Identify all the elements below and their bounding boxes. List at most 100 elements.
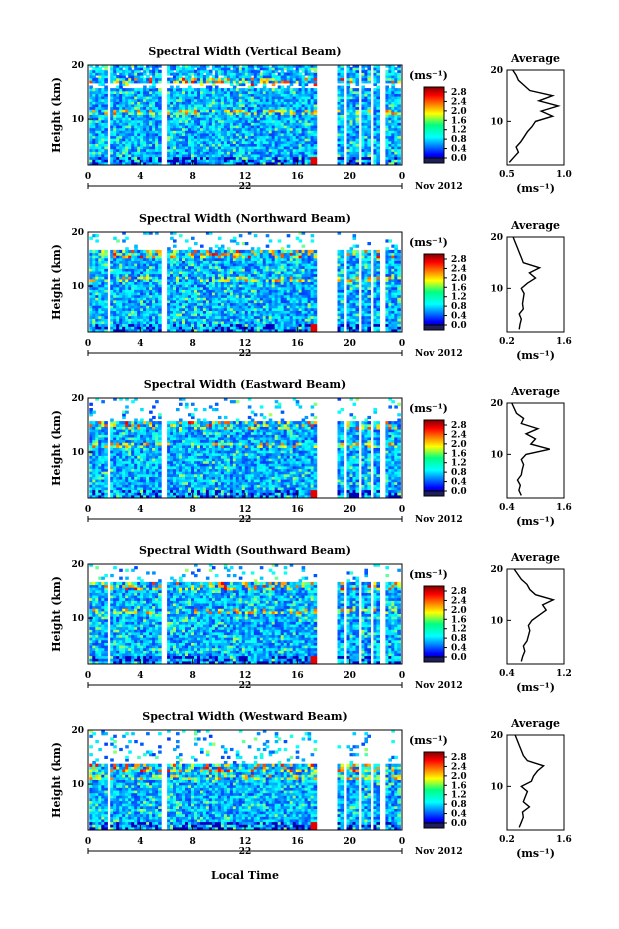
heatmap-cell xyxy=(205,140,210,144)
heatmap-cell xyxy=(250,122,255,126)
heatmap-cell xyxy=(211,125,216,129)
heatmap-cell xyxy=(173,67,177,71)
heatmap-cell xyxy=(200,88,204,92)
heatmap-cell xyxy=(110,132,114,137)
heatmap-cell xyxy=(176,67,180,71)
heatmap-cell xyxy=(131,143,135,147)
heatmap-cell xyxy=(211,156,216,160)
heatmap-cell xyxy=(158,161,162,165)
heatmap-cell xyxy=(200,148,204,152)
heatmap-cell xyxy=(197,103,201,108)
heatmap-cell xyxy=(113,135,117,139)
heatmap-cell xyxy=(185,130,189,134)
heatmap-cell xyxy=(95,98,99,102)
heatmap-cell xyxy=(140,138,144,142)
heatmap-cell xyxy=(128,103,132,108)
heatmap-cell xyxy=(134,69,138,73)
heatmap-cell xyxy=(191,98,195,102)
heatmap-cell xyxy=(247,111,252,115)
heatmap-cell xyxy=(155,77,159,81)
heatmap-cell xyxy=(208,98,213,102)
heatmap-cell xyxy=(191,130,195,134)
heatmap-cell xyxy=(256,103,261,108)
heatmap-cell xyxy=(158,117,162,121)
heatmap-cell xyxy=(194,159,198,163)
heatmap-cell xyxy=(262,119,267,123)
heatmap-cell xyxy=(176,159,180,163)
heatmap-cell xyxy=(92,93,96,97)
heatmap-cell xyxy=(268,88,273,92)
heatmap-cell xyxy=(262,117,267,121)
heatmap-cell xyxy=(244,69,249,73)
heatmap-cell xyxy=(247,67,252,71)
heatmap-cell xyxy=(167,122,171,126)
heatmap-cell xyxy=(95,109,99,113)
heatmap-cell xyxy=(89,111,93,115)
heatmap-cell xyxy=(128,90,132,94)
heatmap-cell xyxy=(113,138,117,142)
heatmap-cell xyxy=(143,88,147,92)
heatmap-cell xyxy=(274,161,279,165)
heatmap-cell xyxy=(119,111,123,115)
heatmap-cell xyxy=(149,135,153,139)
heatmap-cell xyxy=(140,114,144,118)
heatmap-cell xyxy=(286,156,291,160)
heatmap-cell xyxy=(116,125,120,129)
heatmap-cell xyxy=(182,138,186,142)
heatmap-cell xyxy=(277,98,282,102)
heatmap-cell xyxy=(188,69,192,73)
heatmap-cell xyxy=(226,125,231,129)
heatmap-cell xyxy=(191,67,195,71)
heatmap-cell xyxy=(176,140,180,144)
heatmap-cell xyxy=(367,88,371,92)
heatmap-cell xyxy=(146,109,150,113)
heatmap-cell xyxy=(277,135,282,139)
heatmap-cell xyxy=(223,103,228,108)
heatmap-cell xyxy=(188,77,192,81)
heatmap-cell xyxy=(274,64,279,68)
heatmap-cell xyxy=(241,77,246,81)
heatmap-cell xyxy=(170,72,174,76)
heatmap-cell xyxy=(244,151,249,155)
heatmap-cell xyxy=(194,148,198,152)
heatmap-cell xyxy=(173,119,177,123)
heatmap-cell xyxy=(280,88,285,92)
heatmap-cell xyxy=(205,109,210,113)
heatmap-cell xyxy=(125,67,129,71)
heatmap-cell xyxy=(283,111,288,115)
heatmap-cell xyxy=(152,161,156,165)
heatmap-cell xyxy=(229,80,234,84)
heatmap-cell xyxy=(119,64,123,68)
heatmap-cell xyxy=(217,156,222,160)
heatmap-cell xyxy=(110,148,114,152)
heatmap-cell xyxy=(185,148,189,152)
heatmap-cell xyxy=(277,146,282,150)
heatmap-cell xyxy=(173,127,177,131)
heatmap-cell xyxy=(191,106,195,110)
heatmap-cell xyxy=(262,64,267,68)
heatmap-cell xyxy=(205,135,210,139)
heatmap-cell xyxy=(125,127,129,131)
heatmap-cell xyxy=(137,153,141,158)
heatmap-cell xyxy=(191,96,195,100)
heatmap-cell xyxy=(238,77,243,81)
heatmap-cell xyxy=(265,146,270,150)
heatmap-cell xyxy=(247,98,252,102)
heatmap-cell xyxy=(128,117,132,121)
heatmap-cell xyxy=(220,132,225,137)
heatmap-cell xyxy=(101,151,105,155)
heatmap-cell xyxy=(131,146,135,150)
heatmap-cell xyxy=(223,69,228,73)
heatmap-cell xyxy=(235,98,240,102)
heatmap-cell xyxy=(143,77,147,81)
heatmap-cell xyxy=(140,98,144,102)
heatmap-cell xyxy=(125,103,129,108)
heatmap-cell xyxy=(125,148,129,152)
heatmap-cell xyxy=(101,64,105,68)
heatmap-cell xyxy=(128,93,132,97)
heatmap-cell xyxy=(128,114,132,118)
heatmap-cell xyxy=(200,159,204,163)
heatmap-cell xyxy=(223,72,228,76)
heatmap-cell xyxy=(113,106,117,110)
heatmap-cell xyxy=(235,159,240,163)
